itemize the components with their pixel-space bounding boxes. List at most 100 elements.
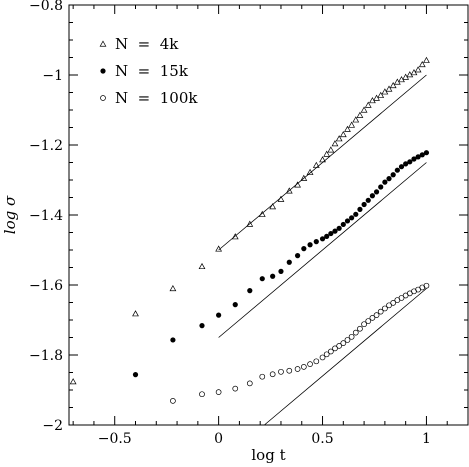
legend: N = 4k N = 15k N = 100k <box>99 35 198 107</box>
data-point <box>277 195 285 202</box>
data-points <box>69 56 430 404</box>
data-point <box>407 159 413 165</box>
data-point <box>348 333 355 340</box>
data-point <box>198 262 206 270</box>
data-point <box>278 368 284 375</box>
data-point <box>231 233 239 240</box>
data-point <box>390 300 397 306</box>
x-tick-labels: −0.5 0 0.5 1 <box>98 431 431 447</box>
y-tick-label: −1.8 <box>29 348 63 364</box>
data-point <box>394 167 400 173</box>
data-point <box>385 85 393 92</box>
data-point <box>216 312 222 318</box>
data-point <box>373 189 380 195</box>
data-point <box>336 343 343 349</box>
data-point <box>344 125 351 132</box>
data-point <box>247 288 253 294</box>
data-point <box>364 101 372 108</box>
data-point <box>340 340 347 346</box>
data-point <box>294 253 301 259</box>
data-point <box>269 371 276 378</box>
data-point <box>307 242 313 248</box>
data-point <box>215 245 223 252</box>
data-point <box>377 308 384 315</box>
data-point <box>332 345 338 352</box>
x-axis-label: log t <box>251 446 285 464</box>
x-tick-label: −0.5 <box>98 431 132 447</box>
data-point <box>369 193 376 199</box>
data-point <box>312 161 320 168</box>
data-point <box>300 174 308 181</box>
data-point <box>336 225 342 231</box>
reference-line <box>264 288 427 426</box>
data-point <box>419 152 425 158</box>
data-point <box>306 168 314 175</box>
data-point <box>423 282 430 289</box>
legend-label: N = 4k <box>115 35 179 53</box>
x-tick-label: 0.5 <box>311 431 333 447</box>
y-tick-label: −1.6 <box>29 278 63 294</box>
data-point <box>324 233 330 239</box>
series-2 <box>132 150 430 378</box>
data-point <box>361 201 367 208</box>
data-point <box>258 210 266 217</box>
y-tick-label: −0.8 <box>29 0 63 14</box>
data-point <box>344 218 351 224</box>
data-point <box>69 378 77 385</box>
data-point <box>278 268 284 274</box>
data-point <box>348 121 356 128</box>
data-point <box>423 56 430 63</box>
y-tick-labels: −2 −1.8 −1.6 −1.4 −1.2 −1 −0.8 <box>29 0 63 434</box>
data-point <box>356 111 364 118</box>
data-point <box>270 273 276 279</box>
reference-line <box>218 74 427 251</box>
data-point <box>246 220 254 227</box>
data-point <box>294 181 301 188</box>
data-point <box>285 187 293 194</box>
legend-item: N = 15k <box>100 62 189 80</box>
data-point <box>132 310 139 317</box>
data-point <box>332 228 338 234</box>
data-point <box>232 385 239 392</box>
data-point <box>365 197 371 203</box>
y-tick-label: −1.4 <box>29 208 63 224</box>
legend-marker <box>99 40 107 47</box>
y-tick-label: −1.2 <box>29 138 63 154</box>
legend-label: N = 15k <box>115 62 189 80</box>
data-point <box>398 295 405 301</box>
data-point <box>286 259 292 265</box>
data-point <box>199 323 205 329</box>
data-point <box>386 302 392 309</box>
data-point <box>377 91 385 98</box>
data-point <box>169 284 177 292</box>
data-point <box>319 156 326 163</box>
data-point <box>323 351 330 358</box>
x-tick-label: 1 <box>422 431 431 447</box>
legend-marker <box>100 68 106 74</box>
data-point <box>170 398 176 404</box>
data-point <box>414 66 422 73</box>
data-point <box>339 130 347 138</box>
data-point <box>360 106 368 113</box>
data-point <box>361 321 367 328</box>
y-axis-label: log σ <box>1 195 19 234</box>
data-point <box>246 380 253 387</box>
data-point <box>269 203 277 210</box>
data-point <box>378 184 384 190</box>
data-point <box>353 211 359 217</box>
data-point <box>369 315 376 321</box>
data-point <box>328 230 334 237</box>
data-point <box>300 364 307 370</box>
data-point <box>199 391 205 398</box>
data-point <box>365 318 372 324</box>
data-point <box>331 140 339 147</box>
data-point <box>319 236 326 242</box>
data-point <box>215 389 222 395</box>
data-point <box>327 348 334 355</box>
data-point <box>352 116 360 123</box>
data-point <box>232 302 238 308</box>
data-point <box>357 206 363 212</box>
series-3 <box>170 282 430 404</box>
data-point <box>335 135 343 142</box>
